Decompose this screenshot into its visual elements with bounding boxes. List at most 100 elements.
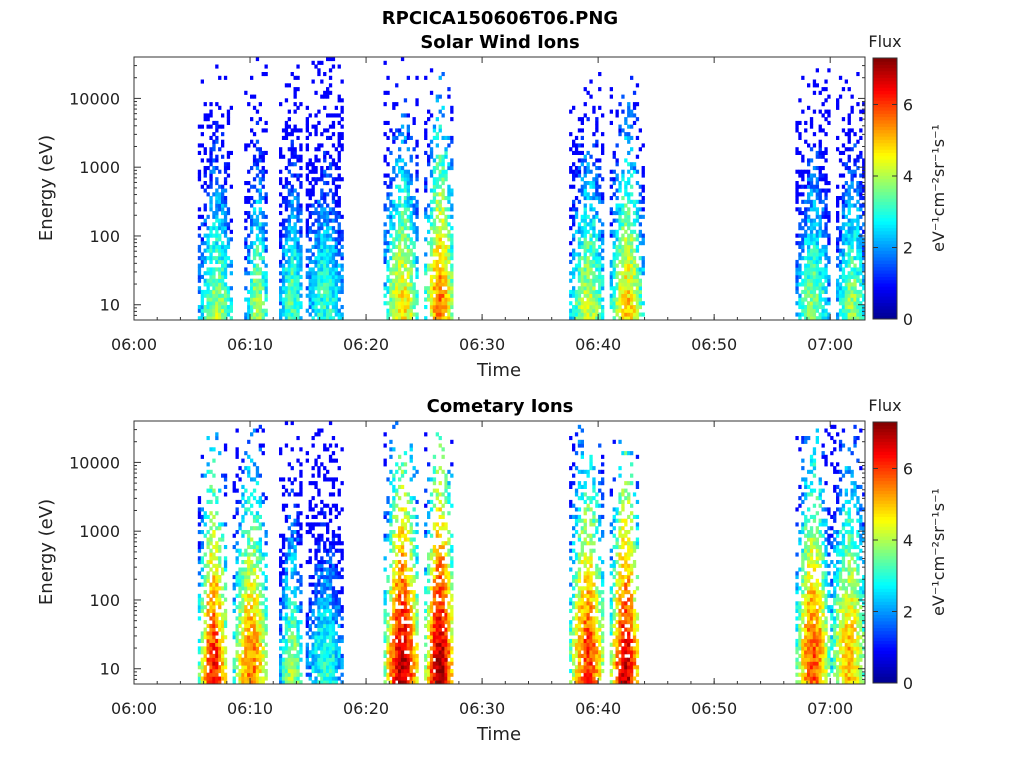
data-cell <box>223 166 228 171</box>
data-cell <box>615 312 619 317</box>
data-cell <box>320 586 324 591</box>
data-cell <box>798 271 802 276</box>
data-cell <box>818 177 822 182</box>
data-cell <box>247 638 251 643</box>
data-cell <box>311 522 315 527</box>
data-cell <box>395 305 399 310</box>
data-cell <box>255 548 260 553</box>
data-cell <box>409 248 413 253</box>
data-cell <box>386 90 390 95</box>
data-cell <box>326 135 330 140</box>
data-cell <box>203 278 207 283</box>
data-cell <box>429 211 434 216</box>
data-cell <box>592 184 596 189</box>
data-cell <box>223 252 228 257</box>
data-cell <box>241 672 245 677</box>
data-cell <box>435 98 439 103</box>
colorbar-segment <box>873 204 897 209</box>
data-cell <box>444 282 448 287</box>
data-cell <box>618 124 622 129</box>
data-cell <box>627 241 631 246</box>
data-cell <box>293 522 297 527</box>
data-cell <box>583 166 587 171</box>
data-cell <box>311 297 315 302</box>
data-cell <box>252 488 257 493</box>
data-cell <box>334 218 338 223</box>
data-cell <box>252 496 257 501</box>
data-cell <box>264 676 268 681</box>
data-cell <box>592 305 596 310</box>
data-cell <box>314 481 318 486</box>
data-cell <box>293 616 297 621</box>
data-cell <box>809 278 814 283</box>
data-cell <box>429 312 434 317</box>
data-cell <box>795 150 799 155</box>
data-cell <box>331 207 336 212</box>
data-cell <box>215 616 219 621</box>
data-cell <box>618 218 622 223</box>
data-cell <box>432 222 437 227</box>
data-cell <box>290 560 294 565</box>
data-cell <box>206 293 210 298</box>
data-cell <box>206 241 210 246</box>
data-cell <box>447 196 451 201</box>
data-cell <box>618 132 622 137</box>
data-cell <box>264 150 268 155</box>
data-cell <box>795 289 799 294</box>
data-cell <box>624 244 628 249</box>
data-cell <box>311 443 315 448</box>
data-cell <box>824 79 828 84</box>
data-cell <box>853 158 857 163</box>
data-cell <box>284 623 289 628</box>
data-cell <box>255 650 260 655</box>
data-cell <box>435 237 439 242</box>
data-cell <box>209 469 213 474</box>
data-cell <box>226 166 231 171</box>
data-cell <box>215 244 219 249</box>
data-cell <box>290 305 294 310</box>
data-cell <box>801 289 805 294</box>
data-cell <box>284 135 289 140</box>
data-cell <box>798 222 802 227</box>
data-cell <box>438 199 442 204</box>
data-cell <box>261 571 265 576</box>
data-cell <box>250 623 254 628</box>
data-cell <box>264 289 268 294</box>
data-cell <box>809 316 814 321</box>
data-cell <box>572 207 576 212</box>
data-cell <box>331 263 336 268</box>
data-cell <box>200 575 204 580</box>
data-cell <box>209 672 213 677</box>
data-cell <box>827 312 831 317</box>
data-cell <box>801 301 805 306</box>
data-cell <box>403 289 408 294</box>
data-cell <box>218 312 222 317</box>
data-cell <box>261 593 265 598</box>
data-cell <box>279 575 283 580</box>
data-cell <box>279 147 283 152</box>
data-cell <box>435 192 439 197</box>
data-cell <box>824 177 828 182</box>
data-cell <box>383 90 387 95</box>
data-cell <box>255 158 260 163</box>
data-cell <box>415 169 419 174</box>
data-cell <box>331 211 336 216</box>
data-cell <box>305 218 309 223</box>
data-cell <box>432 181 437 186</box>
data-cell <box>279 293 283 298</box>
data-cell <box>311 575 315 580</box>
data-cell <box>572 271 576 276</box>
data-cell <box>337 271 341 276</box>
data-cell <box>429 301 434 306</box>
data-cell <box>340 109 344 114</box>
data-cell <box>818 226 822 231</box>
data-cell <box>247 312 251 317</box>
data-cell <box>592 297 596 302</box>
data-cell <box>334 293 338 298</box>
data-cell <box>580 128 584 133</box>
data-cell <box>621 263 625 268</box>
data-cell <box>200 259 204 264</box>
data-cell <box>586 308 590 313</box>
data-cell <box>441 278 445 283</box>
data-cell <box>618 203 622 208</box>
